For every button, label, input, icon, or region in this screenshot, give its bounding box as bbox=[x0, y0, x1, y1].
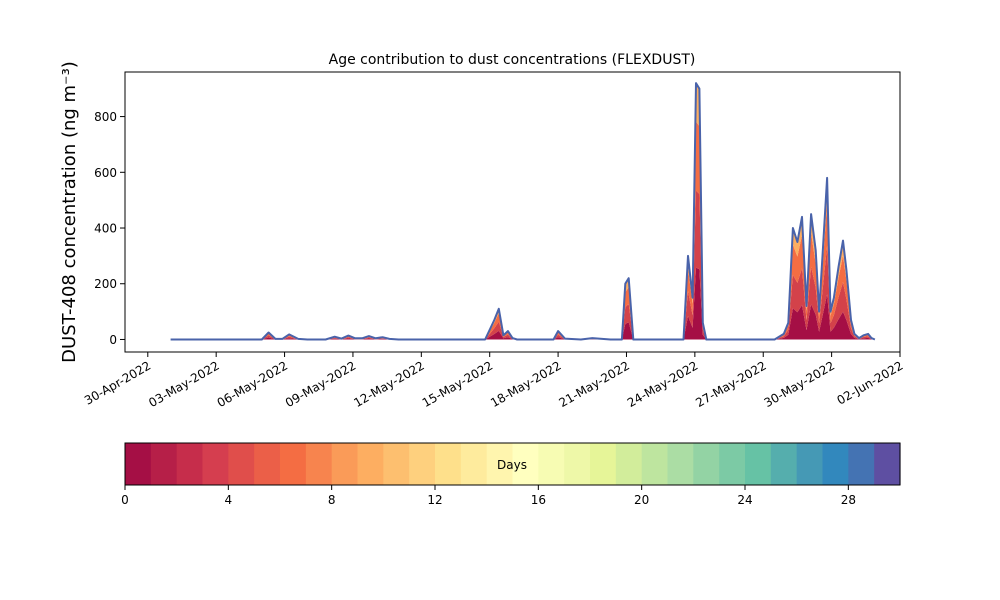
colorbar-cell bbox=[641, 443, 669, 485]
y-tick-label: 800 bbox=[94, 110, 117, 124]
colorbar-cell bbox=[667, 443, 694, 485]
y-tick-label: 600 bbox=[94, 166, 117, 180]
colorbar-cell bbox=[357, 443, 384, 485]
plot-area bbox=[124, 71, 901, 353]
colorbar-cell bbox=[305, 443, 333, 485]
colorbar-cell bbox=[564, 443, 591, 485]
colorbar-cell bbox=[538, 443, 565, 485]
colorbar-cell bbox=[176, 443, 204, 485]
x-axis: 30-Apr-202203-May-202206-May-202209-May-… bbox=[82, 352, 906, 410]
colorbar-frame bbox=[124, 442, 901, 486]
total-concentration-line bbox=[170, 82, 876, 341]
colorbar-label: Days bbox=[497, 458, 527, 472]
x-tick-label: 24-May-2022 bbox=[625, 358, 700, 410]
x-tick-label: 02-Jun-2022 bbox=[835, 358, 906, 407]
colorbar-cell bbox=[150, 443, 178, 485]
colorbar-cell bbox=[874, 443, 901, 485]
y-axis-label: DUST-408 concentration (ng m⁻³) bbox=[59, 61, 80, 363]
x-tick-label: 21-May-2022 bbox=[557, 358, 632, 410]
colorbar-cell bbox=[280, 443, 307, 485]
age-area-3 bbox=[170, 121, 875, 340]
colorbar-cell bbox=[202, 443, 229, 485]
colorbar-cell bbox=[719, 443, 746, 485]
colorbar-cell bbox=[615, 443, 643, 485]
colorbar-cell bbox=[383, 443, 410, 485]
colorbar-tick-label: 24 bbox=[737, 493, 752, 507]
x-tick-label: 06-May-2022 bbox=[215, 358, 290, 410]
colorbar: Days 0 4 8 12 16 20 24 28 bbox=[121, 442, 901, 507]
age-area-2 bbox=[170, 190, 875, 340]
x-tick-label: 09-May-2022 bbox=[283, 358, 358, 410]
x-tick-label: 30-Apr-2022 bbox=[82, 358, 153, 407]
colorbar-tick-label: 0 bbox=[121, 493, 129, 507]
colorbar-cell bbox=[435, 443, 462, 485]
plot-frame bbox=[124, 71, 901, 353]
colorbar-tick-label: 12 bbox=[427, 493, 442, 507]
colorbar-cell bbox=[228, 443, 255, 485]
colorbar-cells bbox=[125, 443, 901, 485]
colorbar-cell bbox=[796, 443, 824, 485]
colorbar-cell bbox=[822, 443, 849, 485]
y-axis: 0 200 400 600 800 bbox=[94, 110, 125, 347]
colorbar-tick-label: 16 bbox=[531, 493, 546, 507]
x-tick-label: 30-May-2022 bbox=[762, 358, 837, 410]
colorbar-cell bbox=[770, 443, 798, 485]
colorbar-tick-label: 28 bbox=[841, 493, 856, 507]
colorbar-tick-label: 4 bbox=[225, 493, 233, 507]
x-tick-label: 03-May-2022 bbox=[146, 358, 221, 410]
colorbar-cell bbox=[254, 443, 281, 485]
stacked-areas bbox=[170, 83, 875, 340]
age-area-1 bbox=[170, 267, 875, 340]
colorbar-cell bbox=[848, 443, 875, 485]
age-area-4 bbox=[170, 83, 875, 340]
colorbar-cell bbox=[590, 443, 617, 485]
colorbar-cell bbox=[460, 443, 488, 485]
x-tick-label: 12-May-2022 bbox=[351, 358, 426, 410]
y-tick-label: 400 bbox=[94, 222, 117, 236]
y-tick-label: 0 bbox=[109, 333, 117, 347]
chart-title: Age contribution to dust concentrations … bbox=[329, 52, 696, 68]
colorbar-cell bbox=[409, 443, 436, 485]
colorbar-cell bbox=[512, 443, 539, 485]
colorbar-cell bbox=[486, 443, 514, 485]
x-tick-label: 18-May-2022 bbox=[488, 358, 563, 410]
colorbar-tick-label: 8 bbox=[328, 493, 336, 507]
colorbar-cell bbox=[745, 443, 772, 485]
x-tick-label: 27-May-2022 bbox=[693, 358, 768, 410]
colorbar-cell bbox=[693, 443, 720, 485]
colorbar-ticks: 0 4 8 12 16 20 24 28 bbox=[121, 485, 856, 507]
y-tick-label: 200 bbox=[94, 277, 117, 291]
x-tick-label: 15-May-2022 bbox=[420, 358, 495, 410]
colorbar-cell bbox=[331, 443, 359, 485]
colorbar-tick-label: 20 bbox=[634, 493, 649, 507]
colorbar-cell bbox=[125, 443, 152, 485]
